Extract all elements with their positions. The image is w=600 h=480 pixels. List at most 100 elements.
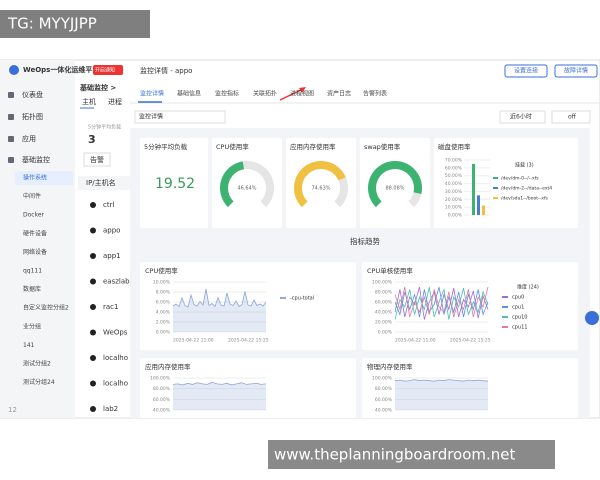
tab[interactable]: 监控指标 — [215, 90, 239, 98]
watermark-box — [0, 10, 150, 38]
gauge-value — [220, 161, 245, 208]
y-tick-label: 80.00% — [375, 290, 393, 296]
tab[interactable]: 进程视图 — [290, 90, 314, 98]
column-header-bg — [78, 176, 130, 190]
tab[interactable]: 关联拓扑 — [253, 90, 277, 98]
card — [140, 138, 208, 228]
section-title: 指标趋势 — [350, 236, 380, 246]
refresh[interactable] — [551, 110, 591, 124]
nav-subitem[interactable]: Docker — [23, 212, 45, 219]
watermark-bottom: www.theplanningboardroom.net — [274, 446, 516, 464]
host[interactable]: localho — [103, 380, 128, 388]
nav-subitem[interactable]: 中间件 — [23, 192, 41, 200]
legend-item: cpu11 — [512, 325, 527, 331]
sidebar-footer: 12 — [8, 406, 17, 414]
y-tick-label: 60.00% — [375, 300, 393, 306]
header-btn[interactable] — [504, 64, 548, 78]
badge-text[interactable]: 开启通知 — [95, 67, 115, 74]
y-tick-label: 60.00% — [445, 165, 463, 171]
host[interactable]: WeOps — [103, 329, 128, 337]
list-tab[interactable]: 进程 — [108, 97, 122, 106]
watermark-box — [268, 440, 555, 469]
host[interactable]: app1 — [103, 252, 121, 260]
host[interactable]: localho — [103, 354, 128, 362]
tab[interactable]: 监控详情 — [140, 90, 164, 98]
legend-item: cpu1 — [512, 305, 524, 311]
range[interactable] — [499, 110, 546, 124]
watermark-top: TG: MYYJJPP — [7, 15, 97, 33]
nav-subitem[interactable]: 业分组 — [23, 322, 41, 330]
gauge-value — [368, 161, 422, 208]
host[interactable]: ctrl — [103, 201, 114, 209]
logo — [9, 65, 19, 75]
nav-subitem[interactable]: 自定义监控分组2 — [23, 304, 69, 312]
nav-icon — [8, 157, 14, 163]
area — [395, 379, 488, 410]
arrow-head — [299, 87, 306, 93]
area — [173, 289, 266, 332]
x-tick-label: 2025-04-22 15:25 — [450, 338, 491, 344]
y-tick-label: 60.00% — [375, 397, 393, 403]
tab[interactable]: 基础信息 — [177, 90, 201, 98]
host[interactable]: appo — [103, 227, 120, 235]
select-text[interactable]: 监控详情 — [139, 113, 163, 121]
nav-subitem[interactable]: 网络设备 — [23, 248, 47, 256]
y-tick-label: 20.00% — [375, 320, 393, 326]
nav-item[interactable]: 仪表盘 — [22, 90, 43, 99]
nav-subitem[interactable]: qq111 — [23, 268, 42, 275]
badge[interactable] — [93, 65, 123, 75]
list-tab[interactable]: 主机 — [82, 97, 96, 106]
nav-item[interactable]: 拓扑图 — [22, 112, 43, 121]
card-title: swap使用率 — [364, 142, 401, 151]
column-header: IP/主机名 — [86, 178, 116, 187]
refresh-text[interactable]: off — [568, 114, 577, 121]
chart-title: CPU使用率 — [145, 266, 178, 275]
host[interactable]: rac1 — [103, 303, 118, 311]
y-tick-label: 60.00% — [153, 397, 171, 403]
y-tick-label: 10.00% — [153, 280, 171, 286]
filter-btn[interactable] — [83, 152, 111, 167]
nav-subitem[interactable]: 操作系统 — [23, 174, 47, 182]
nav-subitem[interactable]: 测试分组24 — [23, 378, 55, 386]
host[interactable]: easzlab — [103, 278, 130, 286]
nav-icon — [8, 92, 14, 98]
mascot[interactable] — [585, 311, 599, 325]
select[interactable] — [134, 110, 226, 124]
host[interactable]: lab2 — [103, 405, 118, 413]
arrow — [279, 88, 304, 101]
header-btn-text[interactable]: 设置连接 — [514, 67, 538, 75]
gauge-value — [294, 161, 346, 208]
nav-item[interactable]: 应用 — [22, 134, 36, 143]
y-tick-label: 10.00% — [445, 205, 463, 211]
nav-subitem[interactable]: 测试分组2 — [23, 360, 51, 368]
nav-subitem[interactable]: 数据库 — [23, 285, 41, 293]
host-icon — [90, 278, 96, 285]
y-tick-label: 100.00% — [150, 376, 171, 382]
legend-title: 维度 (24) — [517, 284, 539, 291]
x-tick-label: 2025-04-22 11:00 — [395, 338, 436, 344]
legend-item: /dev/dm-0--/--xfs — [501, 176, 539, 182]
legend-item: cpu10 — [512, 315, 527, 321]
nav-subitem[interactable]: 硬件设备 — [23, 229, 47, 237]
legend-item: -cpu-total — [290, 296, 314, 302]
y-tick-label: 40.00% — [375, 408, 393, 414]
bar — [472, 163, 475, 215]
brand: WeOps一体化运维平台 — [23, 65, 99, 74]
line — [394, 286, 489, 318]
y-tick-label: 0.00% — [448, 213, 463, 219]
nav-subitem[interactable]: 141 — [23, 342, 35, 349]
host-icon — [90, 253, 96, 259]
page-title: 监控详情 - appo — [140, 66, 192, 75]
tab[interactable]: 资产日志 — [327, 90, 351, 98]
y-tick-label: 0.00% — [378, 330, 393, 336]
tab[interactable]: 告警列表 — [363, 90, 387, 98]
line — [394, 286, 489, 320]
nav-item[interactable]: 基础监控 — [22, 155, 50, 164]
area — [173, 382, 266, 410]
chart-title: 物理内存使用率 — [367, 362, 413, 371]
header-btn[interactable] — [554, 64, 598, 78]
header-btn-text[interactable]: 故障详情 — [564, 67, 588, 75]
filter[interactable]: 告警 — [90, 155, 104, 164]
card — [362, 358, 578, 418]
range-text[interactable]: 近6小时 — [510, 113, 532, 121]
